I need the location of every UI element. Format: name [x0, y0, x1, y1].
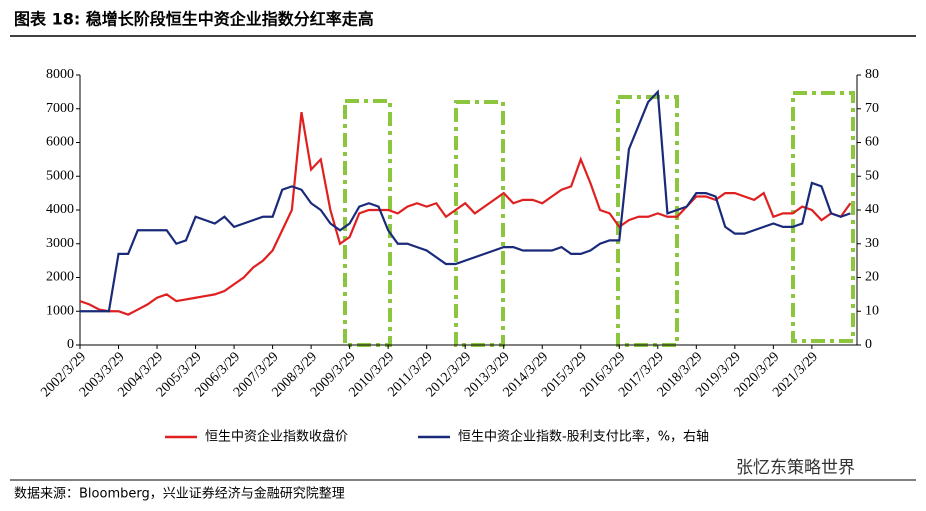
y-tick-label: 3000 — [46, 236, 74, 251]
y2-tick-label: 10 — [865, 303, 879, 318]
y2-tick-label: 50 — [865, 168, 879, 183]
y2-tick-label: 80 — [865, 67, 879, 82]
y-tick-label: 4000 — [46, 202, 74, 217]
y2-tick-label: 20 — [865, 270, 879, 285]
highlight-boxes — [343, 91, 855, 347]
y2-tick-label: 60 — [865, 135, 879, 150]
source: 数据来源：Bloomberg，兴业证券经济与金融研究院整理 — [14, 486, 345, 502]
series-line — [80, 89, 851, 313]
chart-title: 图表 18: 稳增长阶段恒生中资企业指数分红率走高 — [14, 10, 374, 29]
y-tick-label: 0 — [67, 337, 74, 352]
y2-tick-label: 40 — [865, 202, 879, 217]
y-tick-label: 5000 — [46, 168, 74, 183]
legend-label: 恒生中资企业指数收盘价 — [205, 429, 348, 445]
y-tick-label: 2000 — [46, 270, 74, 285]
y-tick-label: 8000 — [46, 67, 74, 82]
y-tick-label: 1000 — [46, 303, 74, 318]
y-tick-label: 6000 — [46, 135, 74, 150]
y2-tick-label: 30 — [865, 236, 879, 251]
watermark: 张忆东策略世界 — [736, 458, 855, 478]
series-line — [79, 111, 852, 316]
y2-tick-label: 0 — [865, 337, 872, 352]
legend-label: 恒生中资企业指数-股利支付比率，%，右轴 — [458, 429, 709, 445]
y2-tick-label: 70 — [865, 101, 879, 116]
y-tick-label: 7000 — [46, 101, 74, 116]
